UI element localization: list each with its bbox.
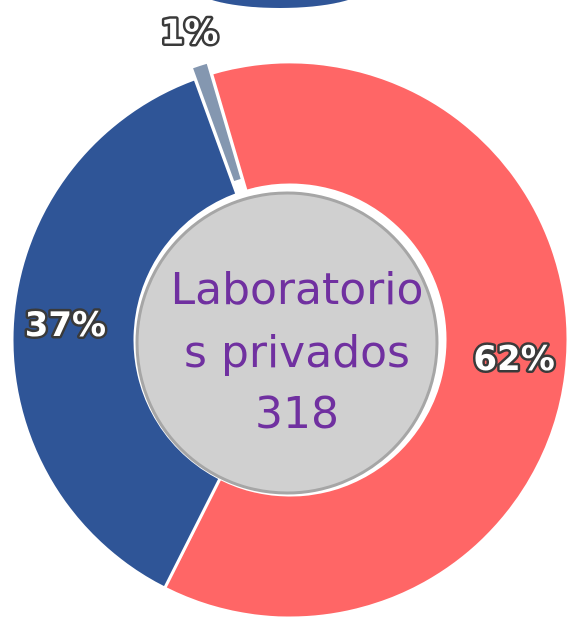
center-text: Laboratorio xyxy=(171,264,424,315)
slices xyxy=(10,60,570,620)
value-label: 62% xyxy=(473,339,554,379)
labels: 62% 37% 1% xyxy=(22,10,557,381)
slice xyxy=(162,60,570,620)
value-label: 37% xyxy=(25,305,106,345)
center-value: 318 xyxy=(255,388,339,439)
slice xyxy=(189,60,245,185)
center-text: s privados xyxy=(184,327,410,378)
value-label: 1% xyxy=(161,13,219,53)
center-disc xyxy=(135,191,439,495)
cropped-neighbor-chart xyxy=(212,0,348,8)
